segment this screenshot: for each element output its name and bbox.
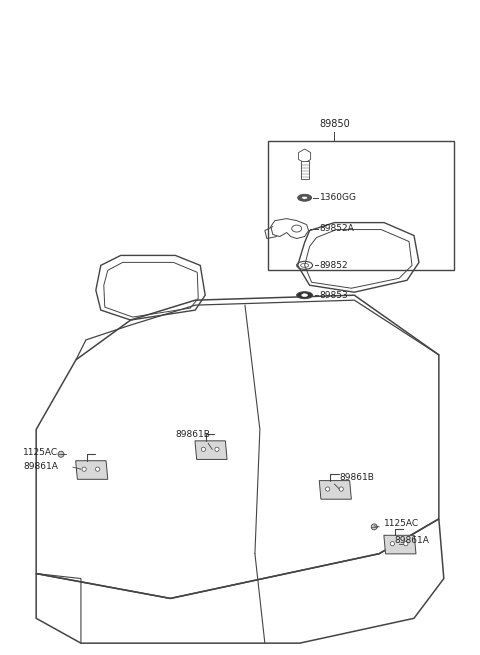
Bar <box>300 161 309 179</box>
Ellipse shape <box>390 542 395 546</box>
Ellipse shape <box>96 467 100 472</box>
Ellipse shape <box>215 447 219 451</box>
Text: 89853: 89853 <box>320 291 348 300</box>
Ellipse shape <box>339 487 343 491</box>
Polygon shape <box>195 441 227 459</box>
Ellipse shape <box>297 291 312 299</box>
Text: 1125AC: 1125AC <box>23 448 59 457</box>
Ellipse shape <box>82 467 86 472</box>
Text: 89861B: 89861B <box>339 473 374 481</box>
Ellipse shape <box>301 293 308 297</box>
Bar <box>268 141 454 271</box>
Polygon shape <box>76 460 108 479</box>
Text: 89852: 89852 <box>320 261 348 270</box>
Text: 89861A: 89861A <box>394 536 429 545</box>
Text: 89861B: 89861B <box>175 430 210 439</box>
Text: 1125AC: 1125AC <box>384 519 420 529</box>
Ellipse shape <box>201 447 205 451</box>
Text: 1360GG: 1360GG <box>320 193 357 202</box>
Text: 89852A: 89852A <box>320 224 354 233</box>
Ellipse shape <box>58 451 64 457</box>
Text: 89850: 89850 <box>319 119 350 129</box>
Ellipse shape <box>298 195 312 201</box>
Polygon shape <box>319 481 351 499</box>
Ellipse shape <box>325 487 330 491</box>
Ellipse shape <box>404 542 408 546</box>
Ellipse shape <box>371 524 377 530</box>
Polygon shape <box>384 535 416 554</box>
Ellipse shape <box>301 196 308 199</box>
Text: 89861A: 89861A <box>23 462 58 471</box>
